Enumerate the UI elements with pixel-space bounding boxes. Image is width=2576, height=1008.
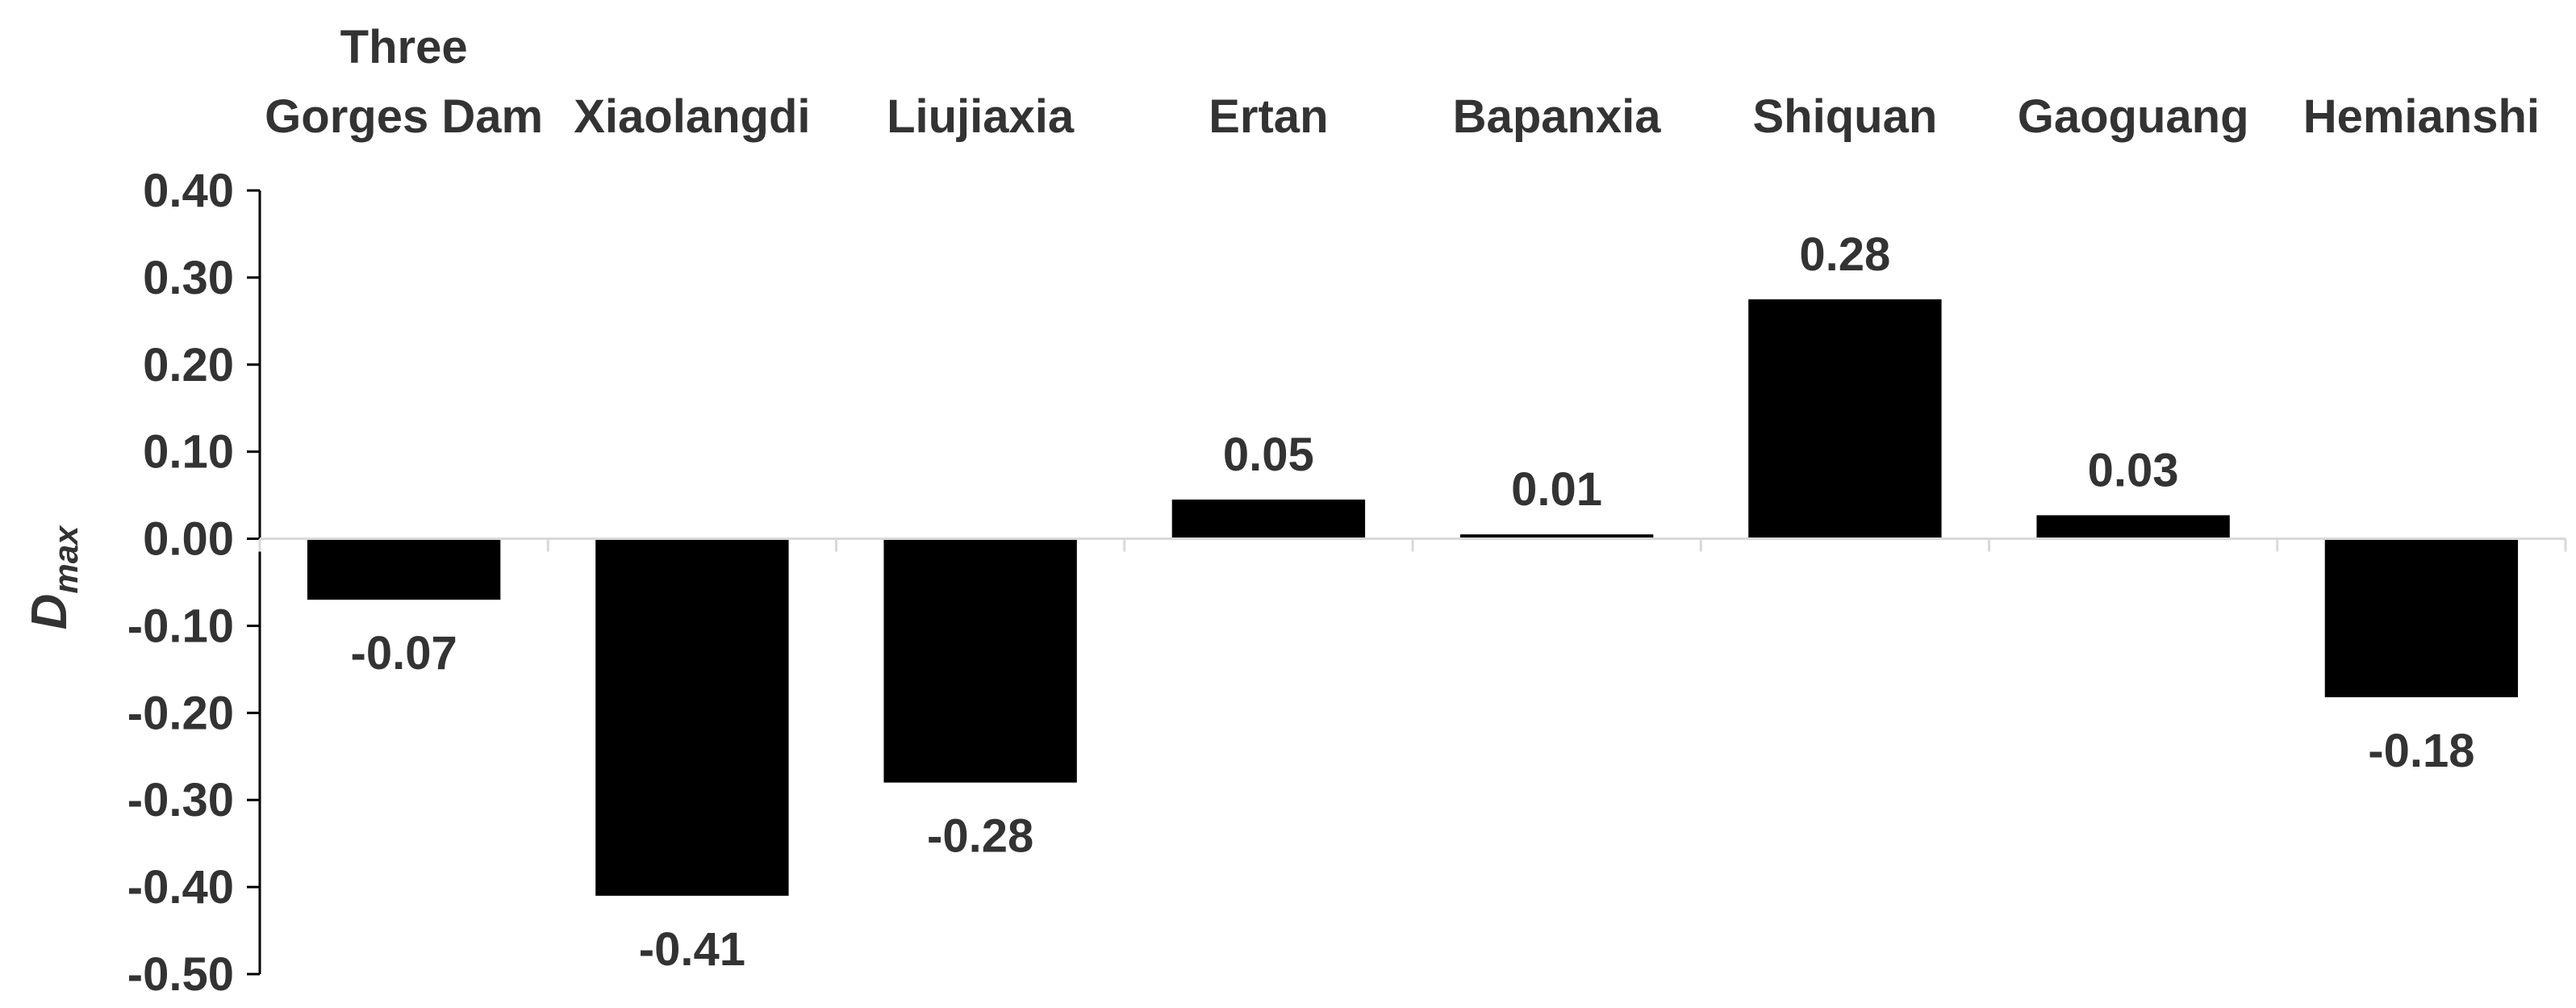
bar [2324, 538, 2519, 697]
data-label: 0.28 [1799, 228, 1890, 281]
category-label: Hemianshi [2303, 90, 2540, 143]
category-label-line: Bapanxia [1453, 90, 1662, 143]
bar [595, 538, 789, 896]
data-label: -0.41 [639, 923, 745, 976]
category-label: Xiaolangdi [574, 90, 810, 143]
data-label: 0.03 [2088, 444, 2179, 496]
category-label: Gaoguang [2018, 90, 2249, 143]
y-tick-label: 0.40 [143, 165, 234, 217]
data-label: 0.05 [1223, 429, 1314, 481]
y-tick-label: -0.10 [127, 600, 234, 652]
y-tick-label: -0.20 [127, 687, 234, 739]
y-axis-title-main: D [22, 594, 77, 630]
data-labels: -0.07 -0.41 -0.28 0.05 0.01 0.28 0.03 -0.18 [351, 228, 2475, 976]
bar [1171, 500, 1366, 539]
category-label-line: Hemianshi [2303, 90, 2540, 143]
y-axis-title-subscript: max [47, 525, 85, 594]
bar [1748, 299, 1942, 539]
category-label: Bapanxia [1453, 90, 1662, 143]
y-tick-label: -0.40 [127, 861, 234, 914]
bars [307, 299, 2519, 896]
data-label: -0.07 [351, 627, 457, 680]
bar [2036, 515, 2230, 539]
category-label: Liujiaxia [887, 90, 1075, 143]
data-label: 0.01 [1511, 463, 1602, 516]
category-labels: Three Gorges Dam Xiaolangdi Liujiaxia Ertan B… [265, 21, 2540, 143]
category-label: Three Gorges Dam [265, 21, 543, 143]
bar [307, 538, 501, 600]
category-label-line: Xiaolangdi [574, 90, 810, 143]
category-label-line: Gorges Dam [265, 90, 543, 143]
y-tick-label: 0.30 [143, 252, 234, 304]
y-tick-label: -0.30 [127, 774, 234, 826]
category-label: Ertan [1209, 90, 1328, 143]
y-axis: 0.40 0.30 0.20 0.10 0.00 -0.10 -0.20 -0.30 -0.40… [127, 165, 261, 1001]
y-tick-label: -0.50 [127, 948, 234, 1001]
data-label: -0.28 [927, 810, 1033, 863]
category-label-line: Shiquan [1752, 90, 1937, 143]
data-label: -0.18 [2368, 725, 2474, 777]
y-axis-title-text: Dmax [22, 525, 85, 629]
y-tick-label: 0.20 [143, 339, 234, 391]
category-label-line: Three [340, 21, 468, 73]
zero-baseline [258, 537, 2567, 552]
category-label-line: Liujiaxia [887, 90, 1075, 143]
bar [1459, 534, 1654, 539]
bar [883, 538, 1077, 783]
category-label-line: Ertan [1209, 90, 1328, 143]
y-axis-title: Dmax [22, 525, 85, 629]
category-label-line: Gaoguang [2018, 90, 2249, 143]
y-tick-label: 0.10 [143, 426, 234, 479]
y-tick-label: 0.00 [143, 513, 234, 566]
category-label: Shiquan [1752, 90, 1937, 143]
